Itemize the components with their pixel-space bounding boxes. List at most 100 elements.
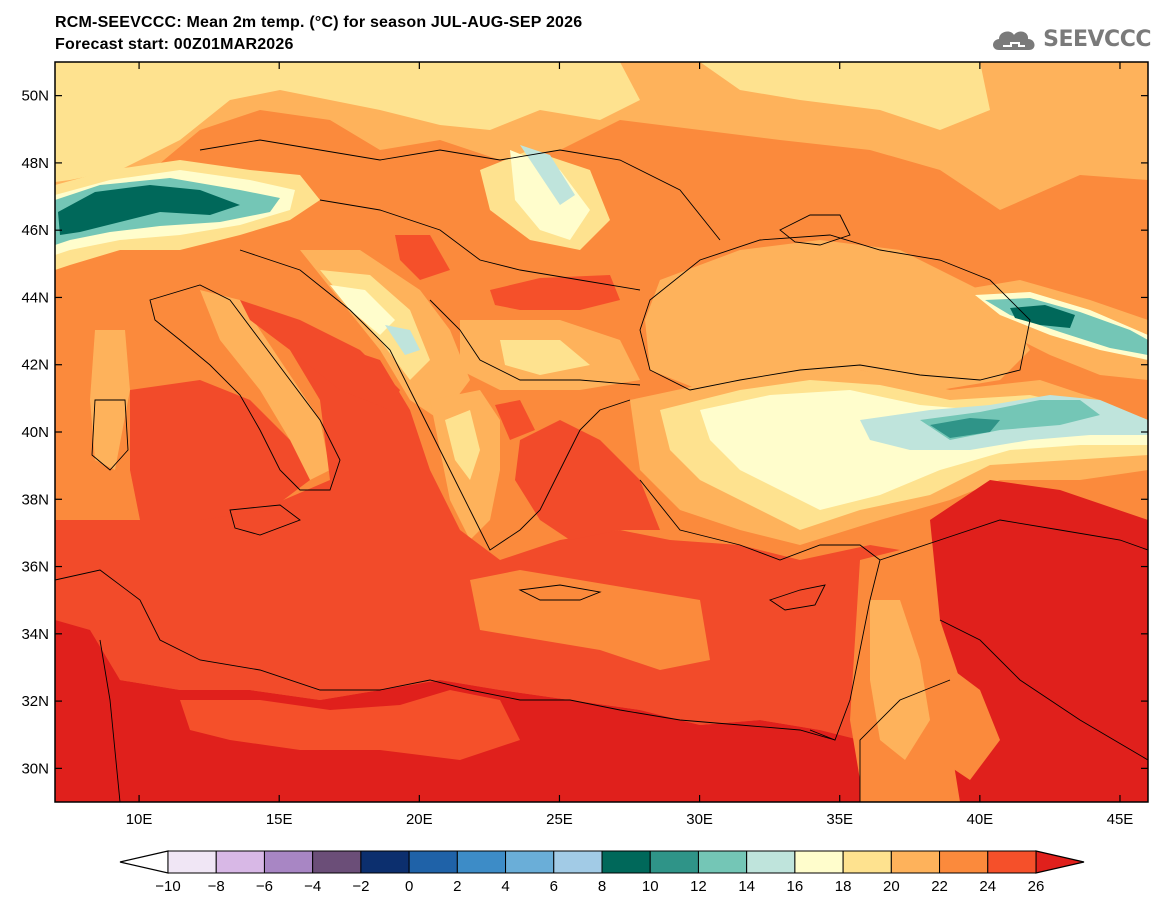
- lat-tick-label: 30N: [21, 760, 49, 777]
- colorbar: −10 −8 −6 −4 −2 0 2 4 6 8 10 12 14 16 18 20 22 24 26: [119, 850, 1085, 895]
- lon-tick-label: 40E: [966, 811, 993, 828]
- colorbar-above-triangle: [1035, 850, 1085, 874]
- levant-mild: [870, 600, 930, 760]
- colorbar-label: −10: [155, 878, 180, 895]
- colorbar-swatch: [794, 850, 844, 874]
- lat-tick-label: 42N: [21, 357, 49, 374]
- colorbar-label: 22: [931, 878, 948, 895]
- colorbar-swatch: [939, 850, 989, 874]
- libya-warm: [180, 690, 520, 760]
- tyrrhenian-hot: [130, 380, 310, 520]
- chart-title: RCM-SEEVCCC: Mean 2m temp. (°C) for seas…: [55, 14, 583, 31]
- seevccc-logo: SEEVCCC: [989, 22, 1151, 56]
- border-line-2: [319, 199, 641, 291]
- colorbar-label: 4: [501, 878, 509, 895]
- alps-coldest: [58, 185, 240, 235]
- colorbar-swatch: [746, 850, 796, 874]
- colorbar-label: 16: [787, 878, 804, 895]
- lat-tick-label: 50N: [21, 88, 49, 105]
- map-field: [55, 62, 1148, 802]
- colorbar-swatch: [263, 850, 314, 874]
- coastlines: [55, 139, 1148, 802]
- colorbar-label: 24: [979, 878, 996, 895]
- colorbar-label: 18: [835, 878, 852, 895]
- cloud-icon: [993, 31, 1035, 50]
- colorbar-label: −2: [352, 878, 369, 895]
- apennine-mild: [200, 290, 330, 480]
- serbia-hot: [395, 235, 450, 280]
- thessaly-hot: [495, 400, 535, 440]
- colorbar-swatch: [649, 850, 699, 874]
- hungary-cooler: [510, 150, 590, 240]
- logo-text: SEEVCCC: [1043, 26, 1151, 52]
- colorbar-swatch: [456, 850, 507, 874]
- lon-tick-label: 35E: [826, 811, 853, 828]
- colorbar-swatch: [987, 850, 1037, 874]
- border-line-5: [939, 619, 1148, 761]
- colorbar-swatch: [360, 850, 410, 874]
- aegean-hot: [515, 420, 660, 540]
- lon-tick-label: 10E: [126, 811, 153, 828]
- colorbar-label: −4: [304, 878, 321, 895]
- lat-tick-label: 32N: [21, 693, 49, 710]
- sardinia-coast: [91, 399, 129, 471]
- colorbar-swatch: [312, 850, 362, 874]
- bulgaria-cool: [500, 340, 590, 375]
- crete-coast: [518, 584, 602, 601]
- colorbar-swatch: [890, 850, 941, 874]
- colorbar-label: 8: [598, 878, 606, 895]
- crimea-coast: [779, 214, 851, 246]
- levant-coast: [809, 559, 881, 741]
- arabia-warm: [940, 660, 1000, 780]
- lat-tick-label: 38N: [21, 491, 49, 508]
- colorbar-label: 6: [550, 878, 558, 895]
- lon-tick-label: 25E: [546, 811, 573, 828]
- danube-hot: [490, 275, 620, 310]
- border-line-3: [429, 299, 641, 386]
- africa-coast: [55, 569, 836, 741]
- colorbar-label: 2: [453, 878, 461, 895]
- colorbar-label: 10: [642, 878, 659, 895]
- lat-tick-label: 34N: [21, 626, 49, 643]
- colorbar-below-triangle: [119, 850, 169, 874]
- border-line-6: [859, 679, 951, 802]
- lon-tick-label: 45E: [1107, 811, 1134, 828]
- border-line-7: [99, 639, 121, 802]
- colorbar-swatch: [697, 850, 748, 874]
- axis-ticks: 50N 48N 46N 44N 42N 40N 38N 36N 34N 32N 30N 10E 15E 2…: [21, 62, 1148, 828]
- north-cool-zone: [55, 62, 640, 182]
- colorbar-label: −6: [256, 878, 273, 895]
- lon-tick-label: 30E: [686, 811, 713, 828]
- dinaric-cold: [385, 325, 420, 355]
- colorbar-label: 12: [690, 878, 707, 895]
- colorbar-label: 26: [1028, 878, 1045, 895]
- colorbar-label: −8: [208, 878, 225, 895]
- greece-cool: [445, 410, 480, 480]
- border-line-4: [879, 519, 1148, 561]
- caucasus-coldest: [1010, 305, 1075, 328]
- colorbar-swatch: [505, 850, 555, 874]
- lat-tick-label: 44N: [21, 289, 49, 306]
- chart-subtitle: Forecast start: 00Z01MAR2026: [55, 36, 294, 53]
- adriatic-hot: [240, 300, 400, 410]
- colorbar-label: 14: [738, 878, 755, 895]
- colorbar-swatch: [553, 850, 603, 874]
- north-cool-east: [700, 62, 990, 130]
- border-line-1: [199, 139, 721, 241]
- black-sea-coast: [639, 234, 1031, 391]
- lat-tick-label: 40N: [21, 424, 49, 441]
- colorbar-swatch: [601, 850, 651, 874]
- lat-tick-label: 36N: [21, 559, 49, 576]
- colorbar-swatch: [842, 850, 892, 874]
- carpathian-cold: [520, 145, 575, 205]
- colorbar-swatch: [167, 850, 217, 874]
- balkan-coast: [239, 249, 631, 551]
- lon-tick-label: 20E: [406, 811, 433, 828]
- dinaric-cooler: [330, 285, 395, 335]
- cyprus-coast: [768, 584, 826, 611]
- lat-tick-label: 48N: [21, 155, 49, 172]
- colorbar-label: 20: [883, 878, 900, 895]
- anatolia-south-coast: [639, 479, 881, 561]
- colorbar-swatch: [408, 850, 458, 874]
